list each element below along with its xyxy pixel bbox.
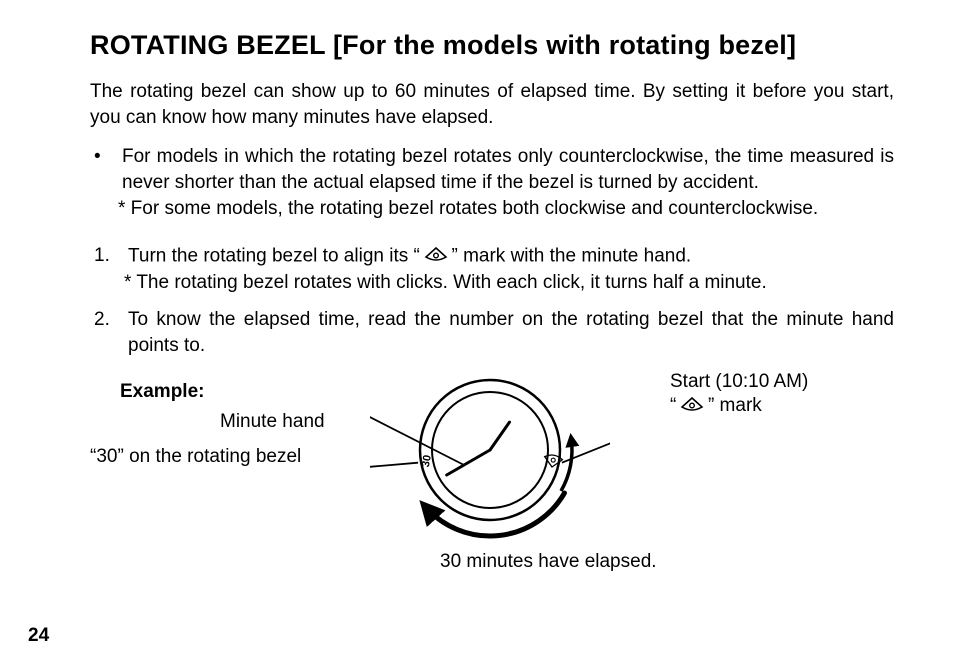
manual-page: ROTATING BEZEL [For the models with rota… bbox=[0, 0, 954, 665]
step-1-pre: Turn the rotating bezel to align its “ bbox=[128, 246, 424, 267]
step-2-number: 2. bbox=[90, 307, 128, 360]
step-1: 1. Turn the rotating bezel to align its … bbox=[90, 243, 894, 297]
bullet-block: • For models in which the rotating bezel… bbox=[90, 144, 894, 221]
example-label: Example: bbox=[120, 380, 204, 404]
page-number: 24 bbox=[28, 625, 49, 647]
start-time-label: Start (10:10 AM) bbox=[670, 370, 808, 394]
example-area: Example: Minute hand “30” on the rotatin… bbox=[90, 370, 894, 590]
step-2-text: To know the elapsed time, read the numbe… bbox=[128, 307, 894, 360]
bullet-subtext: * For some models, the rotating bezel ro… bbox=[118, 196, 894, 222]
step-1-post: ” mark with the minute hand. bbox=[448, 246, 692, 267]
step-1-text: Turn the rotating bezel to align its “ ”… bbox=[128, 243, 894, 270]
thirty-on-bezel-label: “30” on the rotating bezel bbox=[90, 445, 301, 469]
minute-hand-label: Minute hand bbox=[220, 410, 325, 434]
start-mark-post: ” mark bbox=[704, 395, 762, 416]
intro-paragraph: The rotating bezel can show up to 60 min… bbox=[90, 79, 894, 130]
step-1-number: 1. bbox=[90, 243, 128, 270]
step-2: 2. To know the elapsed time, read the nu… bbox=[90, 307, 894, 360]
watch-diagram: 30 bbox=[370, 370, 610, 560]
bullet-text: For models in which the rotating bezel r… bbox=[122, 144, 894, 195]
start-mark-label: “ ” mark bbox=[670, 394, 762, 418]
bezel-mark-icon bbox=[680, 394, 704, 418]
bullet-mark: • bbox=[90, 144, 122, 195]
step-1-subtext: * The rotating bezel rotates with clicks… bbox=[124, 270, 894, 297]
bezel-mark-icon bbox=[424, 243, 448, 270]
svg-text:30: 30 bbox=[420, 454, 434, 468]
start-mark-pre: “ bbox=[670, 395, 680, 416]
page-title: ROTATING BEZEL [For the models with rota… bbox=[90, 30, 894, 61]
